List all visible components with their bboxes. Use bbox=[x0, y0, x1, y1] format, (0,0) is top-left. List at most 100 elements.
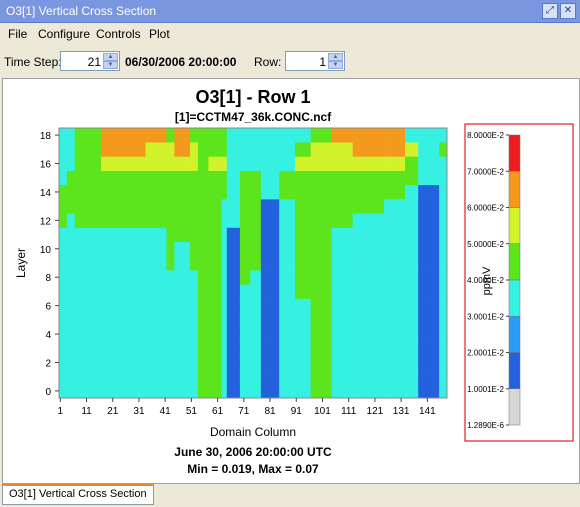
heatmap-cell bbox=[384, 255, 406, 271]
y-axis-label: Layer bbox=[14, 248, 28, 278]
heatmap-cell bbox=[384, 312, 406, 328]
heatmap-cell bbox=[294, 213, 311, 228]
heatmap-cell bbox=[384, 284, 406, 299]
datetime-display: 06/30/2006 20:00:00 bbox=[125, 55, 237, 69]
x-tick-label: 71 bbox=[238, 406, 250, 417]
heatmap-cell bbox=[66, 326, 76, 342]
x-tick-label: 141 bbox=[419, 406, 436, 417]
legend-label: 1.2890E-6 bbox=[467, 421, 504, 430]
heatmap-cell bbox=[190, 241, 199, 257]
heatmap-cell bbox=[74, 156, 86, 171]
heatmap-cell bbox=[85, 326, 102, 342]
heatmap-cell bbox=[250, 298, 262, 314]
row-down-icon[interactable]: ▼ bbox=[328, 61, 343, 69]
x-tick-label: 31 bbox=[133, 406, 145, 417]
heatmap-cell bbox=[310, 355, 332, 370]
heatmap-cell bbox=[208, 270, 222, 285]
heatmap-cell bbox=[226, 270, 241, 285]
heatmap-cell bbox=[226, 241, 241, 257]
row-spinner[interactable]: 1 ▲ ▼ bbox=[285, 51, 345, 71]
legend-swatch bbox=[508, 207, 521, 244]
heatmap-cell bbox=[226, 255, 241, 271]
x-tick-label: 91 bbox=[291, 406, 303, 417]
x-tick-label: 41 bbox=[160, 406, 172, 417]
heatmap-cell bbox=[439, 199, 448, 214]
heatmap-cell bbox=[166, 170, 175, 186]
tab-cross-section[interactable]: O3[1] Vertical Cross Section bbox=[2, 484, 154, 505]
heatmap-cell bbox=[190, 369, 199, 385]
timestep-up-icon[interactable]: ▲ bbox=[103, 53, 118, 61]
legend-label: 8.0000E-2 bbox=[467, 131, 504, 140]
heatmap-cell bbox=[384, 355, 406, 370]
plot-title: O3[1] - Row 1 bbox=[195, 87, 310, 107]
heatmap-cell bbox=[174, 383, 191, 399]
heatmap-cell bbox=[279, 170, 296, 186]
heatmap-cell bbox=[294, 199, 311, 214]
heatmap-cell bbox=[66, 184, 76, 200]
heatmap-cell bbox=[197, 241, 209, 257]
menu-configure[interactable]: Configure bbox=[38, 27, 91, 41]
heatmap-cell bbox=[59, 369, 68, 385]
heatmap-cell bbox=[294, 369, 311, 385]
heatmap-cell bbox=[279, 355, 296, 370]
heatmap-cell bbox=[85, 241, 102, 257]
close-icon[interactable]: ✕ bbox=[560, 3, 576, 19]
heatmap-cell bbox=[250, 199, 262, 214]
heatmap-cell bbox=[197, 355, 209, 370]
heatmap-cell bbox=[352, 184, 385, 200]
heatmap-cell bbox=[405, 142, 419, 157]
timestep-spinner[interactable]: 21 ▲ ▼ bbox=[60, 51, 120, 71]
heatmap-cell bbox=[384, 142, 406, 157]
heatmap-cell bbox=[405, 270, 419, 285]
legend-label: 5.0000E-2 bbox=[467, 240, 504, 249]
heatmap-cell bbox=[310, 170, 332, 186]
heatmap-cell bbox=[310, 128, 332, 143]
menu-bar: File Configure Controls Plot bbox=[0, 23, 580, 44]
menu-controls[interactable]: Controls bbox=[96, 27, 141, 41]
heatmap-cell bbox=[74, 383, 86, 399]
heatmap-cell bbox=[294, 241, 311, 257]
menu-plot[interactable]: Plot bbox=[149, 27, 170, 41]
heatmap-cell bbox=[121, 270, 146, 285]
heatmap-cell bbox=[66, 270, 76, 285]
heatmap-cell bbox=[331, 184, 353, 200]
heatmap-cell bbox=[174, 341, 191, 356]
heatmap-cell bbox=[418, 241, 440, 257]
heatmap-cell bbox=[221, 142, 228, 157]
row-up-icon[interactable]: ▲ bbox=[328, 53, 343, 61]
heatmap-cell bbox=[221, 312, 228, 328]
heatmap-cell bbox=[100, 326, 123, 342]
timestep-down-icon[interactable]: ▼ bbox=[103, 61, 118, 69]
heatmap-cell bbox=[174, 355, 191, 370]
heatmap-cell bbox=[310, 241, 332, 257]
heatmap-cell bbox=[260, 326, 280, 342]
y-tick-label: 12 bbox=[40, 216, 52, 227]
heatmap-cell bbox=[174, 312, 191, 328]
heatmap-cell bbox=[166, 255, 175, 271]
heatmap-cell bbox=[260, 227, 280, 242]
y-tick-label: 0 bbox=[45, 387, 51, 398]
restore-icon[interactable]: ⤢ bbox=[542, 3, 558, 19]
x-tick-label: 61 bbox=[212, 406, 224, 417]
heatmap-cell bbox=[260, 369, 280, 385]
heatmap-cell bbox=[384, 241, 406, 257]
heatmap-cell bbox=[260, 128, 280, 143]
heatmap-cell bbox=[239, 284, 251, 299]
heatmap-cell bbox=[197, 255, 209, 271]
row-value: 1 bbox=[319, 55, 326, 69]
menu-file[interactable]: File bbox=[8, 27, 28, 41]
heatmap-cell bbox=[250, 241, 262, 257]
heatmap-cell bbox=[145, 156, 167, 171]
heatmap-cell bbox=[439, 270, 448, 285]
heatmap-cell bbox=[66, 142, 76, 157]
heatmap-cell bbox=[85, 284, 102, 299]
heatmap-cell bbox=[384, 326, 406, 342]
heatmap-cell bbox=[250, 156, 262, 171]
heatmap-cell bbox=[121, 312, 146, 328]
heatmap-cell bbox=[74, 142, 86, 157]
heatmap-cell bbox=[226, 199, 241, 214]
heatmap-cell bbox=[405, 355, 419, 370]
heatmap-cell bbox=[59, 312, 68, 328]
heatmap-cell bbox=[190, 128, 199, 143]
